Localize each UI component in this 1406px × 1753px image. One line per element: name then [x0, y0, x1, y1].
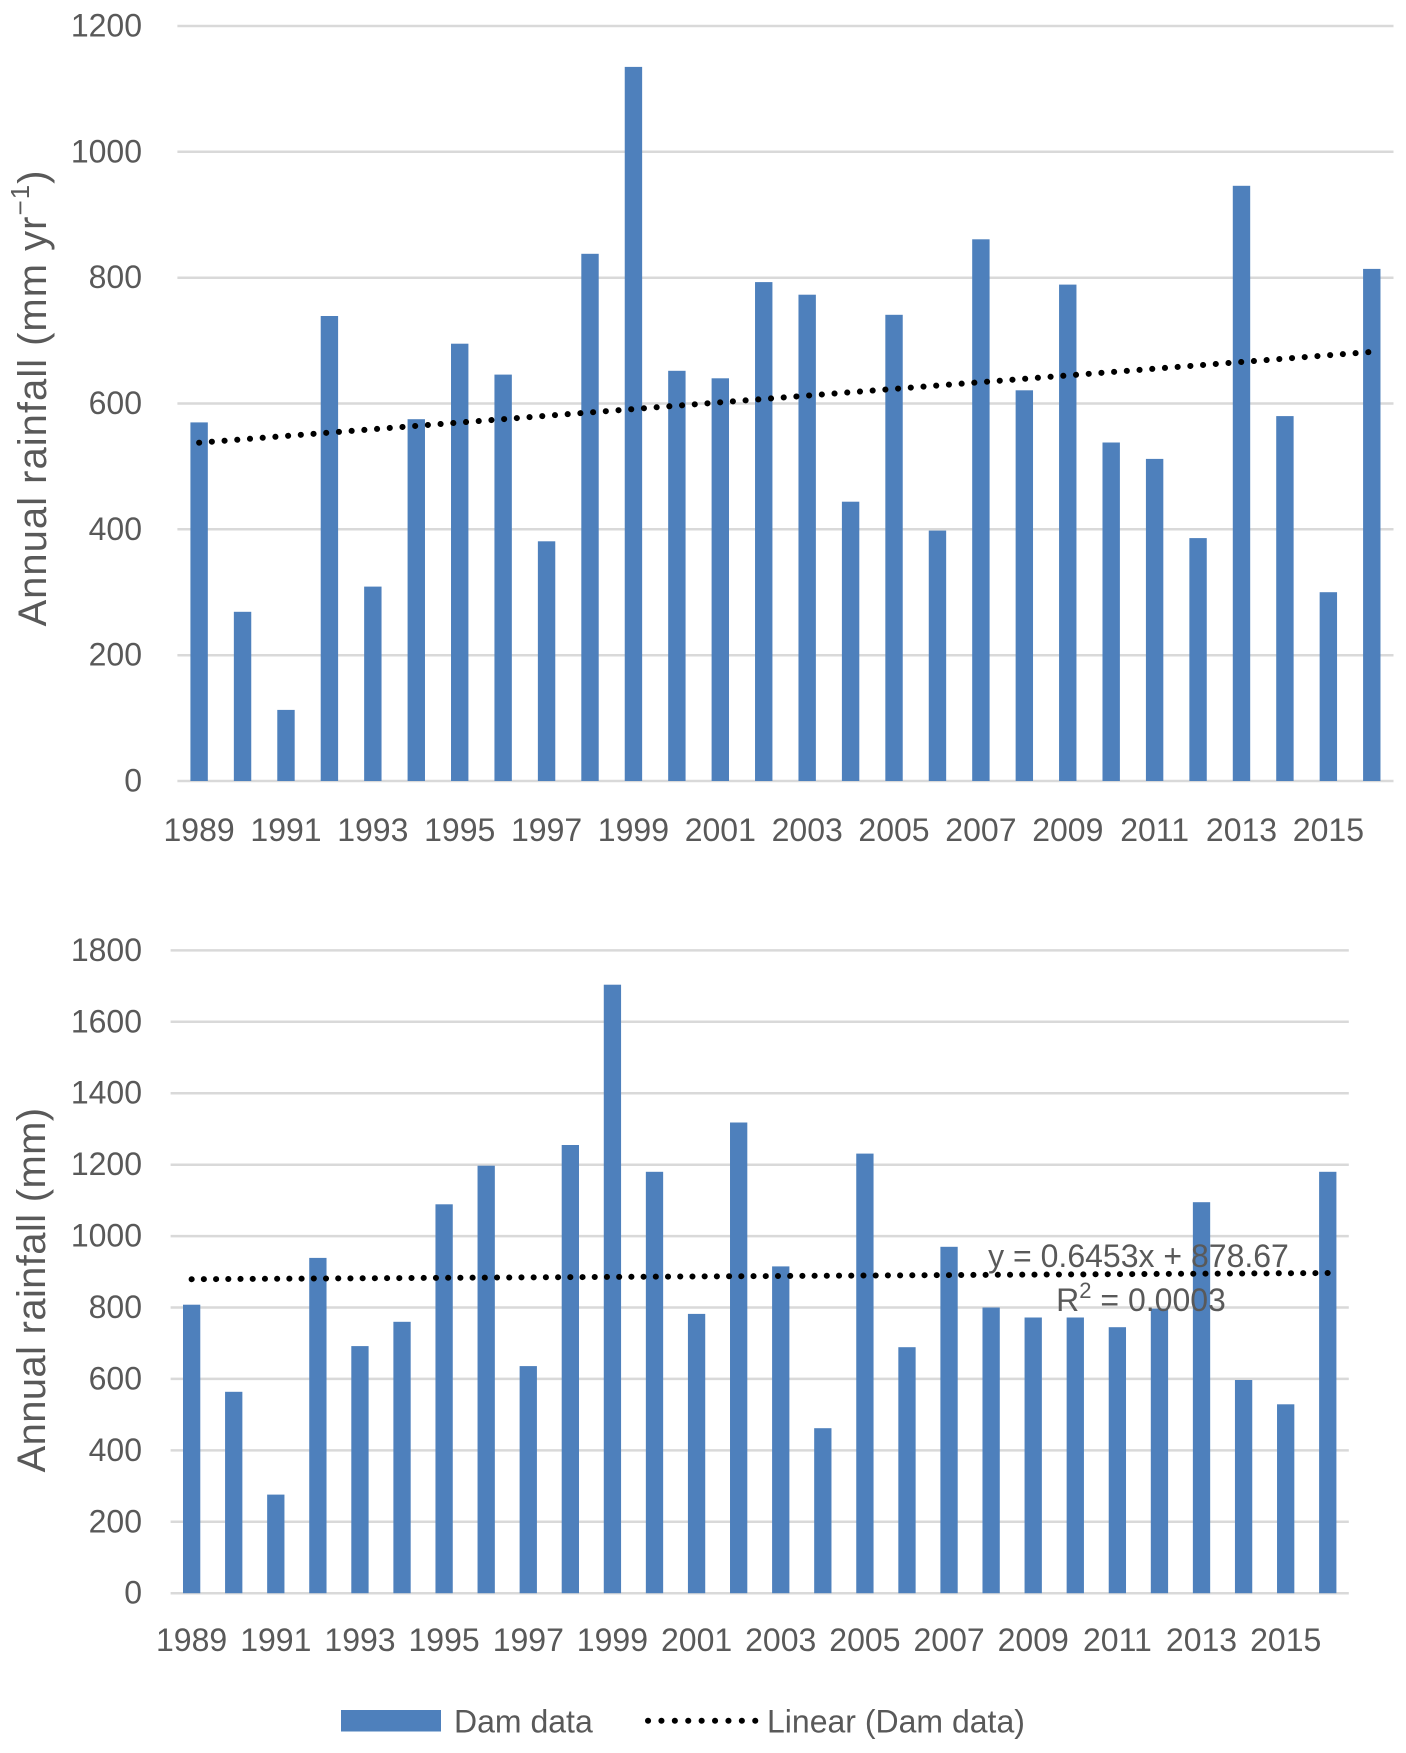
svg-text:600: 600: [89, 385, 142, 421]
svg-text:2003: 2003: [772, 812, 843, 848]
svg-text:2011: 2011: [1083, 1622, 1152, 1658]
svg-text:2003: 2003: [745, 1622, 816, 1658]
svg-text:1991: 1991: [250, 812, 321, 848]
svg-text:800: 800: [89, 259, 142, 295]
svg-text:1995: 1995: [424, 812, 495, 848]
svg-text:Annual rainfall (mm yr−1): Annual rainfall (mm yr−1): [5, 170, 55, 627]
svg-text:1999: 1999: [598, 812, 669, 848]
svg-text:600: 600: [89, 1360, 142, 1396]
svg-text:2001: 2001: [685, 812, 756, 848]
svg-text:2011: 2011: [1120, 812, 1189, 848]
svg-text:1995: 1995: [409, 1622, 480, 1658]
svg-text:1200: 1200: [71, 1146, 142, 1182]
svg-text:Annual rainfall (mm): Annual rainfall (mm): [10, 1108, 54, 1473]
svg-text:1600: 1600: [71, 1003, 142, 1039]
svg-text:1200: 1200: [71, 8, 142, 44]
svg-text:400: 400: [89, 511, 142, 547]
svg-text:2013: 2013: [1206, 812, 1277, 848]
svg-text:2009: 2009: [1032, 812, 1103, 848]
svg-text:1993: 1993: [324, 1622, 395, 1658]
svg-text:2013: 2013: [1166, 1622, 1237, 1658]
svg-text:1991: 1991: [240, 1622, 311, 1658]
svg-text:Linear (Dam data): Linear (Dam data): [767, 1704, 1025, 1740]
svg-text:2007: 2007: [945, 812, 1016, 848]
svg-text:2005: 2005: [858, 812, 929, 848]
svg-text:2005: 2005: [829, 1622, 900, 1658]
svg-text:400: 400: [89, 1432, 142, 1468]
svg-text:Dam data: Dam data: [454, 1704, 593, 1740]
svg-text:1000: 1000: [71, 1218, 142, 1254]
svg-text:0: 0: [124, 763, 142, 799]
svg-text:1989: 1989: [156, 1622, 227, 1658]
svg-text:1989: 1989: [164, 812, 235, 848]
svg-text:1997: 1997: [511, 812, 582, 848]
svg-text:200: 200: [89, 1503, 142, 1539]
svg-text:2015: 2015: [1293, 812, 1364, 848]
svg-text:2007: 2007: [914, 1622, 985, 1658]
svg-text:2009: 2009: [998, 1622, 1069, 1658]
svg-text:1999: 1999: [577, 1622, 648, 1658]
svg-text:1800: 1800: [71, 932, 142, 968]
svg-text:800: 800: [89, 1289, 142, 1325]
svg-text:1000: 1000: [71, 133, 142, 169]
svg-text:0: 0: [124, 1575, 142, 1611]
svg-text:200: 200: [89, 637, 142, 673]
svg-text:1400: 1400: [71, 1075, 142, 1111]
svg-text:1993: 1993: [337, 812, 408, 848]
svg-text:1997: 1997: [493, 1622, 564, 1658]
svg-text:y = 0.6453x + 878.67: y = 0.6453x + 878.67: [988, 1238, 1289, 1274]
svg-text:2015: 2015: [1250, 1622, 1321, 1658]
svg-text:2001: 2001: [661, 1622, 732, 1658]
